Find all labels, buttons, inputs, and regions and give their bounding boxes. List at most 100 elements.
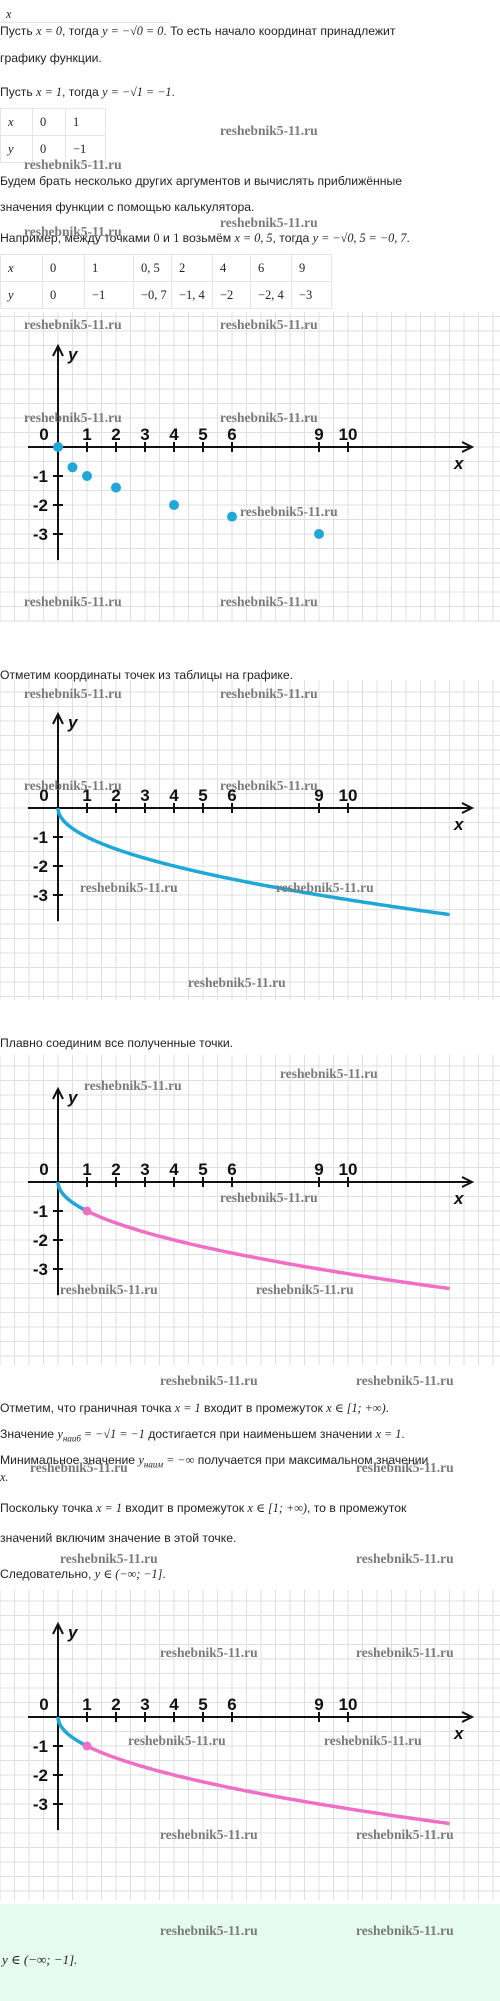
x-tick-label: 2 (111, 1695, 120, 1714)
watermark: reshebnik5-11.ru (24, 686, 122, 701)
variable-x-label: x (6, 7, 12, 21)
x-tick-label: 6 (227, 786, 236, 805)
watermark: reshebnik5-11.ru (324, 1733, 422, 1748)
x-tick-label: 6 (227, 1695, 236, 1714)
text-line-4: Будем брать несколько других аргументов … (0, 174, 403, 188)
x-tick-label: 5 (198, 425, 207, 444)
x-tick-label: 0 (39, 1695, 48, 1714)
coordinate-plane-4: y x 0 1 2 3 4 5 6 9 10 -1 -2 -3 (0, 1590, 500, 1900)
coordinate-plane-3: y x 0 1 2 3 4 5 6 9 10 -1 -2 -3 (0, 1055, 500, 1365)
boundary-point (82, 1206, 92, 1216)
watermark: reshebnik5-11.ru (60, 1551, 158, 1566)
watermark: reshebnik5-11.ru (60, 1282, 158, 1297)
y-tick-label: -3 (33, 1260, 48, 1279)
watermark: reshebnik5-11.ru (220, 686, 318, 701)
x-tick-label: 2 (111, 786, 120, 805)
x-tick-label: 9 (314, 425, 323, 444)
y-tick-label: -1 (33, 1202, 48, 1221)
x-tick-label: 4 (169, 425, 179, 444)
text-line-5: значения функции с помощью калькулятора. (0, 200, 255, 214)
x-tick-label: 1 (82, 425, 91, 444)
x-tick-label: 3 (140, 425, 149, 444)
x-tick-label: 0 (39, 1160, 48, 1179)
x-axis-label: x (453, 454, 465, 473)
x-axis-arrow (461, 802, 475, 814)
watermark: reshebnik5-11.ru (220, 215, 318, 230)
watermark: reshebnik5-11.ru (356, 1460, 454, 1475)
x-tick-label: 5 (198, 1160, 207, 1179)
y-axis-arrow (52, 343, 64, 357)
data-point (227, 511, 237, 522)
x-tick-label: 2 (111, 425, 120, 444)
data-point (67, 462, 78, 473)
watermark: reshebnik5-11.ru (160, 1923, 258, 1938)
watermark: reshebnik5-11.ru (160, 1373, 258, 1388)
y-axis-label: y (67, 1088, 79, 1107)
x-tick-label: 3 (140, 786, 149, 805)
coordinate-plane-2: y x 0 1 2 3 4 5 6 9 10 -1 -2 -3 (0, 680, 500, 1000)
x-tick-label: 1 (82, 786, 91, 805)
x-tick-label: 5 (198, 786, 207, 805)
y-tick-label: -3 (33, 525, 48, 544)
watermark: reshebnik5-11.ru (220, 594, 318, 609)
data-point (169, 500, 179, 510)
y-tick-label: -1 (33, 828, 48, 847)
y-tick-label: -3 (33, 1795, 48, 1814)
x-axis-arrow (461, 441, 475, 453)
watermark: reshebnik5-11.ru (356, 1551, 454, 1566)
x-tick-label: 10 (339, 786, 358, 805)
x-tick-label: 1 (82, 1160, 91, 1179)
function-curve-highlight (85, 1744, 450, 1826)
watermark: reshebnik5-11.ru (280, 1066, 378, 1081)
x-tick-label: 3 (140, 1695, 149, 1714)
x-axis-arrow (461, 1176, 475, 1188)
x-tick-label: 10 (339, 425, 358, 444)
x-tick-label: 0 (39, 425, 48, 444)
text-line-12: x. (0, 1470, 9, 1484)
y-tick-label: -1 (33, 467, 48, 486)
data-point (314, 529, 324, 539)
answer-text: y ∈ (−∞; −1]. (2, 1952, 78, 1967)
y-tick-label: -2 (33, 496, 48, 515)
watermark: reshebnik5-11.ru (220, 1190, 318, 1205)
y-tick-label: -1 (33, 1737, 48, 1756)
y-axis-label: y (67, 345, 79, 364)
y-tick-label: -2 (33, 1231, 48, 1250)
x-tick-label: 2 (111, 1160, 120, 1179)
function-curve (56, 1182, 88, 1213)
function-curve-highlight (85, 1209, 450, 1291)
text-line-11: Минимальное значение yнаим = −∞ получает… (0, 1453, 429, 1470)
x-tick-label: 0 (39, 786, 48, 805)
x-tick-label: 9 (314, 1160, 323, 1179)
watermark: reshebnik5-11.ru (24, 157, 122, 172)
text-line-2: графику функции. (0, 51, 102, 65)
watermark: reshebnik5-11.ru (24, 317, 122, 332)
x-axis-arrow (461, 1711, 475, 1723)
text-line-13: Поскольку точка x = 1 входит в промежуто… (0, 1501, 407, 1515)
data-point (53, 442, 63, 452)
coordinate-plane-1: y x 0 1 2 3 4 5 6 9 10 -1 -2 -3 (0, 312, 500, 622)
graph-curve: y x 0 1 2 3 4 5 6 9 10 -1 -2 -3 (0, 680, 500, 1000)
watermark: reshebnik5-11.ru (240, 504, 338, 519)
y-tick-label: -2 (33, 857, 48, 876)
x-tick-label: 5 (198, 1695, 207, 1714)
watermark: reshebnik5-11.ru (84, 1078, 182, 1093)
text-line-9: Отметим, что граничная точка x = 1 входи… (0, 1401, 390, 1415)
boundary-point (82, 1741, 92, 1751)
function-curve (56, 808, 450, 917)
function-curve (56, 1717, 88, 1748)
text-line-15: Следовательно, y ∈ (−∞; −1]. (0, 1567, 166, 1581)
x-tick-label: 4 (169, 1695, 179, 1714)
y-tick-label: -3 (33, 886, 48, 905)
x-tick-label: 1 (82, 1695, 91, 1714)
watermark: reshebnik5-11.ru (356, 1373, 454, 1388)
x-tick-label: 6 (227, 425, 236, 444)
watermark: reshebnik5-11.ru (256, 1282, 354, 1297)
watermark: reshebnik5-11.ru (160, 1827, 258, 1842)
data-point (111, 482, 121, 493)
watermark: reshebnik5-11.ru (356, 1923, 454, 1938)
watermark: reshebnik5-11.ru (80, 880, 178, 895)
text-line-3: Пусть x = 1, тогда y = −√1 = −1. (0, 85, 175, 99)
